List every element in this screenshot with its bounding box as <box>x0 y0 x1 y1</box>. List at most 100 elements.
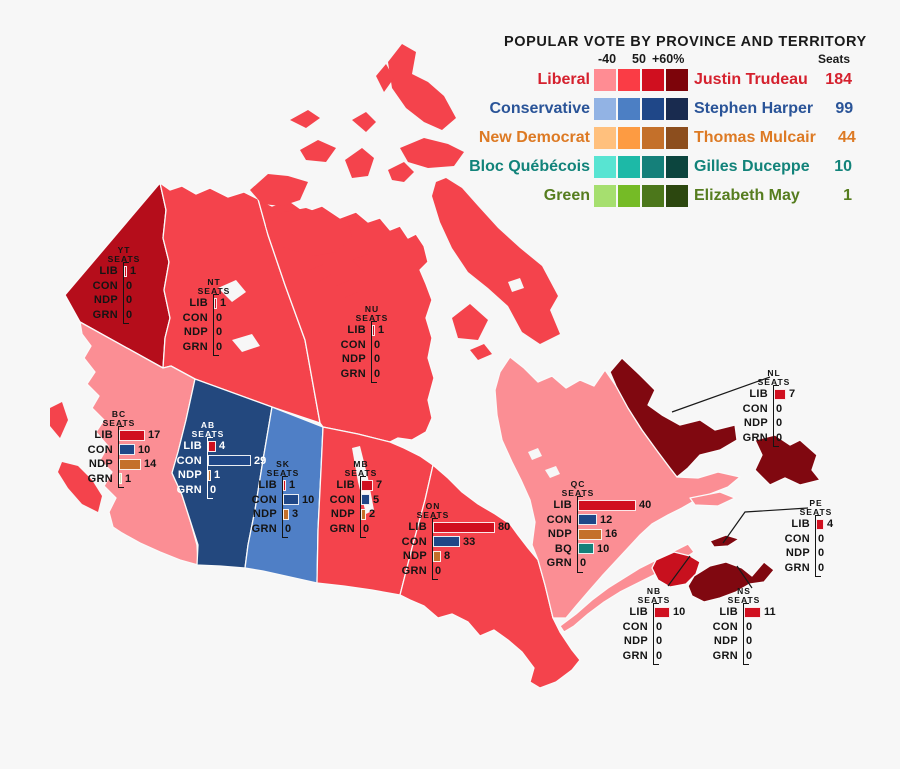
chart-rows: LIB 4 CON 0 NDP 0 GRN 0 <box>774 517 833 575</box>
party-abbrev: NDP <box>183 326 208 339</box>
nb-pointer-line <box>667 555 691 587</box>
party-abbrev: NDP <box>252 508 277 521</box>
party-abbrev: CON <box>784 532 810 545</box>
seat-count: 0 <box>374 367 381 380</box>
chart-row-con: CON 0 <box>330 338 384 353</box>
chart-row-grn: GRN 0 <box>319 522 382 537</box>
chart-row-ndp: NDP 0 <box>774 546 833 561</box>
chart-rows: LIB 7 CON 5 NDP 2 GRN 0 <box>319 478 382 536</box>
party-seat-total: 184 <box>825 71 852 88</box>
chart-row-ndp: NDP 2 <box>319 507 382 522</box>
seat-count: 0 <box>818 561 825 574</box>
chart-row-grn: GRN 0 <box>166 483 266 498</box>
party-abbrev: LIB <box>258 479 277 492</box>
chart-axis-bracket <box>743 603 749 665</box>
seat-bar <box>283 479 286 491</box>
chart-row-ndp: NDP 14 <box>77 457 160 472</box>
seat-count: 10 <box>597 542 610 555</box>
party-abbrev: NDP <box>341 353 366 366</box>
chart-row-con: CON 0 <box>702 620 776 635</box>
party-name: Liberal <box>537 71 590 88</box>
chart-title: AB SEATS <box>178 421 238 439</box>
seat-bar <box>578 528 602 540</box>
vote-share-swatch <box>666 98 688 120</box>
seat-count: 0 <box>818 547 825 560</box>
party-abbrev: CON <box>546 513 572 526</box>
seat-bar <box>816 518 824 530</box>
leader-name: Gilles Duceppe <box>694 158 810 175</box>
chart-rows: LIB 10 CON 0 NDP 0 GRN 0 <box>612 605 686 663</box>
party-abbrev: NDP <box>713 635 738 648</box>
seat-count: 17 <box>148 429 161 442</box>
party-abbrev: GRN <box>251 522 277 535</box>
chart-row-ndp: NDP 0 <box>612 634 685 649</box>
region-quebec <box>494 356 741 619</box>
vote-share-swatch <box>594 127 616 149</box>
seat-count: 0 <box>363 522 370 535</box>
seat-bar <box>208 455 251 467</box>
legend-row-ndp: New Democrat Thomas Mulcair 44 <box>456 127 856 149</box>
chart-title: NL SEATS <box>744 369 804 387</box>
seat-count: 10 <box>673 606 686 619</box>
seat-count: 11 <box>764 606 776 619</box>
party-abbrev: NDP <box>785 547 810 560</box>
seat-count: 0 <box>746 620 753 633</box>
party-abbrev: CON <box>712 620 738 633</box>
chart-title-seats-word: SEATS <box>416 510 450 520</box>
chart-row-lib: LIB 1 <box>241 478 314 493</box>
party-abbrev: LIB <box>749 388 768 401</box>
chart-rows: LIB 1 CON 10 NDP 3 GRN 0 <box>241 478 315 537</box>
party-abbrev: CON <box>182 311 208 324</box>
seat-bar <box>208 469 211 481</box>
party-abbrev: LIB <box>347 324 366 337</box>
party-abbrev: CON <box>87 443 113 456</box>
party-name: New Democrat <box>478 129 590 146</box>
chart-title: MB SEATS <box>331 460 391 478</box>
seat-bar <box>433 536 460 548</box>
chart-row-lib: LIB 11 <box>702 605 776 620</box>
vote-share-swatch <box>642 98 664 120</box>
chart-row-grn: GRN 0 <box>732 431 795 446</box>
chart-row-con: CON 0 <box>774 532 833 547</box>
seat-count: 14 <box>144 458 157 471</box>
party-abbrev: NDP <box>547 528 572 541</box>
scale-label-low: -40 <box>598 52 617 66</box>
chart-row-ndp: NDP 0 <box>702 634 776 649</box>
chart-row-lib: LIB 4 <box>166 439 266 454</box>
chart-row-grn: GRN 0 <box>330 367 384 382</box>
party-abbrev: LIB <box>183 440 202 453</box>
chart-row-bq: BQ 10 <box>536 542 651 557</box>
party-name: Green <box>543 187 590 204</box>
chart-rows: LIB 80 CON 33 NDP 8 GRN 0 <box>391 520 511 578</box>
seat-bar <box>124 265 127 277</box>
chart-row-ndp: NDP 16 <box>536 527 651 542</box>
party-abbrev: CON <box>622 620 648 633</box>
party-abbrev: CON <box>176 454 202 467</box>
seat-count: 0 <box>746 635 753 648</box>
seat-count: 0 <box>374 353 381 366</box>
party-abbrev: NDP <box>623 635 648 648</box>
vote-share-swatch <box>666 185 688 207</box>
party-abbrev: NDP <box>330 508 355 521</box>
seat-count: 0 <box>285 522 292 535</box>
chart-row-con: CON 29 <box>166 454 267 469</box>
chart-title-seats-word: SEATS <box>102 418 136 428</box>
party-seat-total: 10 <box>834 158 852 175</box>
seat-count: 0 <box>656 635 663 648</box>
seat-bar <box>361 494 370 506</box>
party-abbrev: LIB <box>553 499 572 512</box>
liberal-vote-swatches <box>594 69 690 91</box>
seat-bar <box>119 473 122 485</box>
chart-title-seats-word: SEATS <box>727 595 761 605</box>
seat-count: 1 <box>130 265 137 278</box>
party-abbrev: NDP <box>402 550 427 563</box>
chart-row-grn: GRN 0 <box>241 522 314 537</box>
legend-row-green: Green Elizabeth May 1 <box>456 185 852 207</box>
seat-count: 0 <box>656 649 663 662</box>
chart-row-con: CON 10 <box>77 443 160 458</box>
chart-row-grn: GRN 1 <box>77 472 160 487</box>
seat-bar <box>744 606 761 618</box>
chart-row-ndp: NDP 1 <box>166 468 266 483</box>
party-abbrev: CON <box>251 493 277 506</box>
